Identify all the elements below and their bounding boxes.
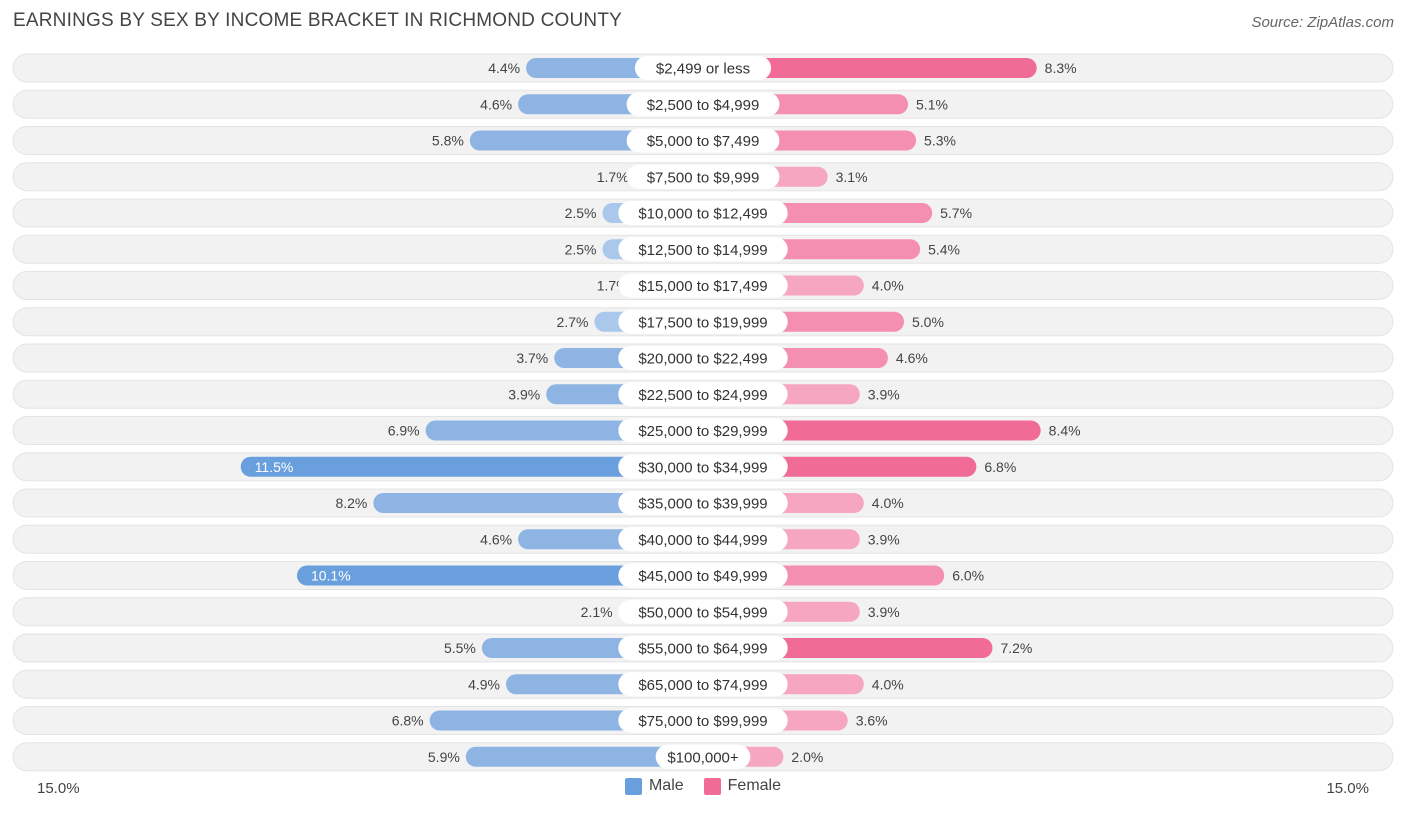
male-value-label: 4.6% <box>480 531 512 547</box>
category-label: $100,000+ <box>667 749 739 766</box>
source-label: Source: ZipAtlas.com <box>1251 14 1394 31</box>
male-value-label: 10.1% <box>311 568 351 584</box>
category-label: $35,000 to $39,999 <box>638 496 767 513</box>
category-pill <box>634 56 772 80</box>
male-value-label: 6.9% <box>388 423 420 439</box>
male-value-label: 1.7% <box>597 169 629 185</box>
category-pill <box>618 636 788 660</box>
male-value-label: 2.5% <box>565 205 597 221</box>
category-pill <box>618 708 788 733</box>
category-label: $5,000 to $7,499 <box>647 133 760 150</box>
male-bar <box>240 456 703 477</box>
axis-max-label: 15.0% <box>1326 780 1369 797</box>
category-label: $45,000 to $49,999 <box>638 568 767 585</box>
female-value-label: 5.0% <box>912 314 944 330</box>
category-label: $7,500 to $9,999 <box>647 169 760 186</box>
category-label: $15,000 to $17,499 <box>638 278 767 295</box>
legend-female[interactable]: Female <box>703 777 782 795</box>
female-bar <box>703 58 1037 78</box>
legend-female-swatch <box>703 777 721 795</box>
female-value-label: 5.1% <box>916 96 948 112</box>
category-label: $22,500 to $24,999 <box>638 387 767 404</box>
legend-male-swatch <box>624 777 642 795</box>
male-value-label: 4.9% <box>468 676 500 692</box>
male-value-label: 4.4% <box>488 60 520 76</box>
male-value-label: 2.1% <box>581 604 613 620</box>
female-value-label: 2.0% <box>791 749 823 765</box>
male-value-label: 2.5% <box>565 241 597 257</box>
category-label: $10,000 to $12,499 <box>638 206 767 223</box>
male-value-label: 3.7% <box>516 350 548 366</box>
category-label: $55,000 to $64,999 <box>638 641 767 658</box>
female-value-label: 5.3% <box>924 133 956 149</box>
category-label: $30,000 to $34,999 <box>638 459 767 476</box>
category-label: $20,000 to $22,499 <box>638 351 767 368</box>
female-value-label: 4.6% <box>896 350 928 366</box>
male-bar <box>465 746 703 767</box>
female-value-label: 5.7% <box>940 205 972 221</box>
legend-female-label: Female <box>727 777 782 794</box>
category-pill <box>618 273 788 298</box>
male-value-label: 5.8% <box>432 133 464 149</box>
female-value-label: 3.1% <box>836 169 868 185</box>
category-pill <box>618 237 788 262</box>
male-value-label: 11.5% <box>255 459 294 475</box>
female-value-label: 3.9% <box>868 531 900 547</box>
female-value-label: 6.0% <box>952 568 984 584</box>
category-pill <box>618 382 788 407</box>
category-pill <box>618 201 788 225</box>
category-pill <box>618 491 788 515</box>
female-value-label: 3.9% <box>868 386 900 402</box>
category-pill <box>618 309 788 334</box>
category-label: $75,000 to $99,999 <box>638 713 767 730</box>
category-label: $17,500 to $19,999 <box>638 314 767 331</box>
male-value-label: 4.6% <box>480 96 512 112</box>
category-label: $50,000 to $54,999 <box>638 604 767 621</box>
category-label: $12,500 to $14,999 <box>638 242 767 259</box>
category-pill <box>626 128 780 153</box>
category-pill <box>618 454 788 479</box>
category-label: $2,500 to $4,999 <box>647 97 760 114</box>
chart-title: EARNINGS BY SEX BY INCOME BRACKET IN RIC… <box>13 10 623 31</box>
legend: Male Female <box>0 777 1406 795</box>
category-label: $40,000 to $44,999 <box>638 532 767 549</box>
category-pill <box>626 92 780 117</box>
female-value-label: 5.4% <box>928 241 960 257</box>
male-bar <box>296 565 703 586</box>
female-value-label: 3.6% <box>856 713 888 729</box>
female-value-label: 4.0% <box>872 676 904 692</box>
category-pill <box>618 418 788 443</box>
category-label: $25,000 to $29,999 <box>638 423 767 440</box>
category-pill <box>626 164 780 189</box>
male-value-label: 2.7% <box>557 314 589 330</box>
legend-male[interactable]: Male <box>624 777 684 795</box>
female-value-label: 7.2% <box>1000 640 1032 656</box>
male-value-label: 3.9% <box>508 386 540 402</box>
category-pill <box>618 563 788 588</box>
male-value-label: 6.8% <box>392 713 424 729</box>
female-value-label: 6.8% <box>984 459 1016 475</box>
male-value-label: 5.5% <box>444 640 476 656</box>
female-value-label: 4.0% <box>872 495 904 511</box>
female-value-label: 8.4% <box>1049 423 1081 439</box>
category-label: $2,499 or less <box>656 61 750 78</box>
category-pill <box>655 744 751 769</box>
category-pill <box>618 527 788 552</box>
female-value-label: 8.3% <box>1045 60 1077 76</box>
category-pill <box>618 599 788 624</box>
male-value-label: 5.9% <box>428 749 460 765</box>
female-bar <box>703 420 1041 441</box>
chart-svg: 4.4% 8.3% $2,499 or less 4.6% 5.1% $2,500 to … <box>12 53 1394 772</box>
category-label: $65,000 to $74,999 <box>638 677 767 694</box>
category-pill <box>618 346 788 370</box>
axis-min-label: 15.0% <box>37 780 80 797</box>
category-pill <box>618 672 788 697</box>
female-value-label: 3.9% <box>868 604 900 620</box>
female-value-label: 4.0% <box>872 278 904 294</box>
male-value-label: 8.2% <box>335 495 367 511</box>
legend-male-label: Male <box>648 777 684 794</box>
